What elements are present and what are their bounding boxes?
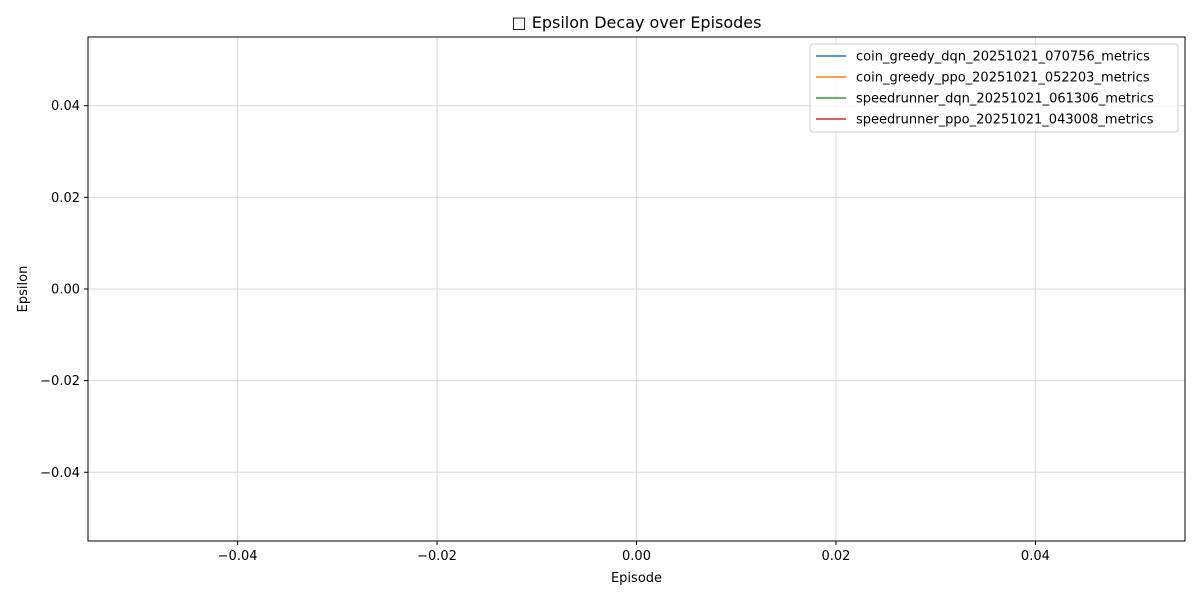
y-tick-label: −0.02 — [40, 374, 80, 389]
y-axis-label: Epsilon — [16, 266, 31, 313]
legend-entry-label: speedrunner_dqn_20251021_061306_metrics — [856, 92, 1154, 107]
x-axis-label: Episode — [611, 571, 662, 586]
y-tick-label: 0.02 — [51, 191, 80, 206]
x-tick-label: −0.02 — [417, 549, 457, 564]
chart-title: □ Epsilon Decay over Episodes — [512, 13, 762, 32]
x-tick-label: 0.04 — [1021, 549, 1050, 564]
y-tick-label: 0.04 — [51, 99, 80, 114]
x-tick-label: 0.02 — [821, 549, 850, 564]
y-tick-label: −0.04 — [40, 466, 80, 481]
ticks-layer: −0.04 −0.02 0.00 0.02 0.04 −0.04 −0.02 0.00 0.02… — [40, 99, 1050, 564]
y-tick-label: 0.00 — [51, 283, 80, 298]
x-tick-label: −0.04 — [218, 549, 258, 564]
legend-entry-label: coin_greedy_dqn_20251021_070756_metrics — [856, 50, 1150, 65]
legend-entry-label: speedrunner_ppo_20251021_043008_metrics — [856, 113, 1154, 128]
legend-box — [809, 43, 1179, 133]
legend: coin_greedy_dqn_20251021_070756_metricsc… — [809, 43, 1179, 133]
x-tick-label: 0.00 — [622, 549, 651, 564]
legend-entry-label: coin_greedy_ppo_20251021_052203_metrics — [856, 71, 1150, 86]
